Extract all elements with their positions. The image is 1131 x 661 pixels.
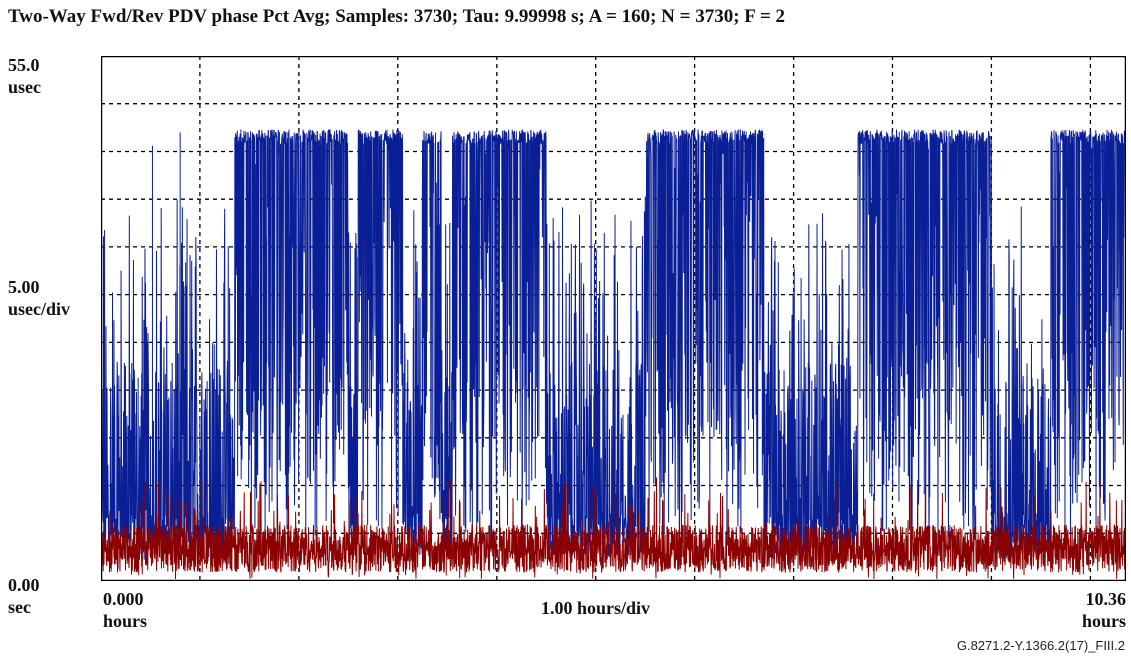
series-blue-trace <box>101 129 1126 560</box>
y-axis-top-label: 55.0 usec <box>8 54 41 98</box>
y-axis-bottom-label: 0.00 sec <box>8 574 40 618</box>
x-left-value: 0.000 <box>103 589 144 609</box>
plot-area <box>101 56 1126 581</box>
y-bottom-unit: sec <box>8 597 31 617</box>
series-red-trace <box>101 476 1126 579</box>
y-top-value: 55.0 <box>8 55 40 75</box>
y-axis-scale-label: 5.00 usec/div <box>8 276 70 320</box>
x-left-unit: hours <box>103 611 148 631</box>
chart-title: Two-Way Fwd/Rev PDV phase Pct Avg; Sampl… <box>8 6 786 27</box>
x-right-unit: hours <box>1081 611 1126 631</box>
figure-id: G.8271.2-Y.1366.2(17)_FIII.2 <box>956 638 1125 653</box>
x-axis-scale-label: 1.00 hours/div <box>541 598 651 618</box>
y-scale-value: 5.00 <box>8 277 40 297</box>
y-scale-unit: usec/div <box>8 299 71 319</box>
x-axis-left-label: 0.000 hours <box>103 588 147 632</box>
y-bottom-value: 0.00 <box>8 575 40 595</box>
x-right-value: 10.36 <box>1085 589 1127 609</box>
x-axis-right-label: 10.36 hours <box>1082 588 1126 632</box>
y-top-unit: usec <box>8 77 41 97</box>
